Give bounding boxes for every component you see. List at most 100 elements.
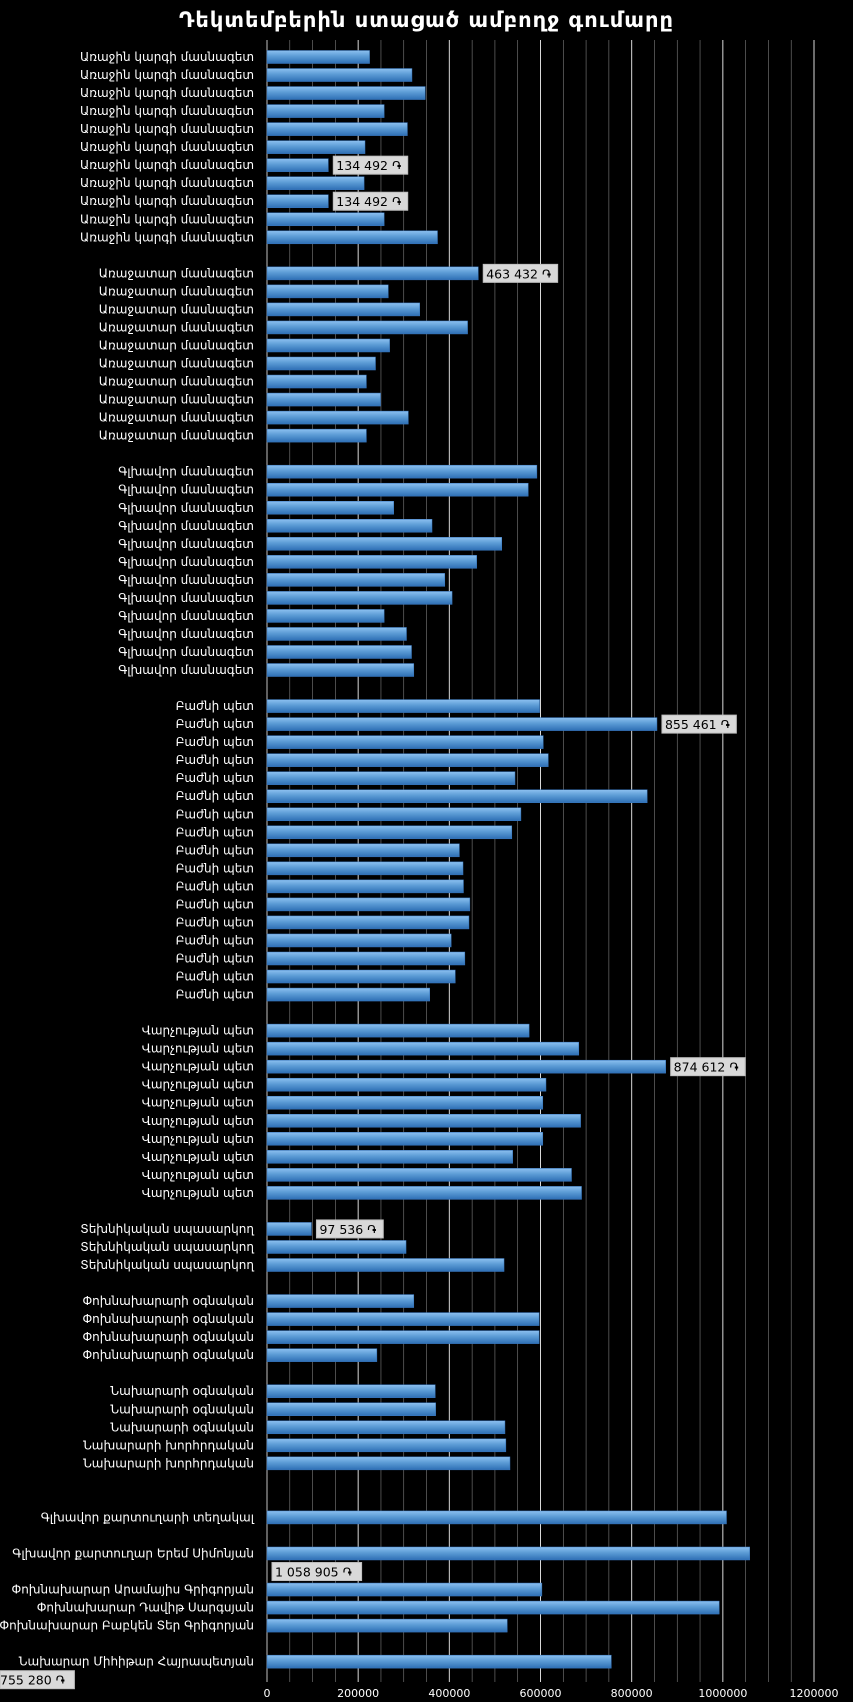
- bar: [266, 1402, 436, 1416]
- bar: [266, 212, 385, 227]
- category-label: Գլխավոր մասնագետ: [118, 645, 254, 659]
- category-label: Առաջին կարգի մասնագետ: [80, 122, 254, 136]
- category-label: Առաջատար մասնագետ: [99, 338, 254, 352]
- category-label: Բաժնի պետ: [176, 843, 254, 857]
- category-label: Առաջատար մասնագետ: [99, 302, 254, 316]
- bar: [266, 1312, 540, 1326]
- category-label: Առաջին կարգի մասնագետ: [80, 86, 254, 100]
- bar: [266, 735, 544, 749]
- bar: [266, 1348, 378, 1362]
- category-label: Գլխավոր մասնագետ: [118, 465, 254, 479]
- bar: [266, 771, 516, 785]
- bar: [266, 104, 385, 118]
- bar: [266, 374, 367, 389]
- category-label: Վարչության պետ: [142, 1060, 254, 1074]
- bar: [266, 987, 430, 1002]
- bar: [266, 1240, 407, 1254]
- category-label: Բաժնի պետ: [176, 699, 254, 713]
- category-label: Գլխավոր մասնագետ: [118, 519, 254, 533]
- x-tick-label: 600000: [520, 1687, 562, 1700]
- bar: [266, 501, 394, 515]
- category-label: Վարչության պետ: [142, 1150, 254, 1164]
- category-label: Առաջատար մասնագետ: [99, 375, 254, 389]
- category-label: Գլխավոր մասնագետ: [118, 573, 254, 587]
- bar: [266, 969, 456, 984]
- data-label: 855 461 ֏: [665, 717, 731, 732]
- bar: [266, 122, 408, 136]
- category-label: Առաջին կարգի մասնագետ: [80, 212, 254, 226]
- bar: [266, 519, 433, 533]
- category-label: Նախարարի օգնական: [110, 1384, 254, 1398]
- bar: [266, 140, 366, 154]
- bar: [266, 1168, 572, 1182]
- bar: [266, 1059, 666, 1074]
- category-label: Բաժնի պետ: [176, 717, 254, 731]
- bar: [266, 573, 446, 587]
- x-tick-label: 1200000: [790, 1687, 839, 1700]
- category-label: Նախարար Միհիթար Հայրապետյան: [19, 1655, 254, 1669]
- bar: [266, 627, 407, 641]
- category-label: Գլխավոր մասնագետ: [118, 501, 254, 515]
- bar: [266, 1114, 581, 1128]
- bar: [266, 1546, 750, 1561]
- category-label: Տեխնիկական սպասարկող: [80, 1222, 254, 1236]
- data-label: 134 492 ֏: [336, 158, 402, 173]
- bar: [266, 194, 329, 208]
- category-label: Վարչության պետ: [142, 1096, 254, 1110]
- data-label: 463 432 ֏: [486, 266, 552, 281]
- bar: [266, 1095, 544, 1110]
- category-label: Առաջատար մասնագետ: [99, 266, 254, 280]
- data-label: 1 058 905 ֏: [275, 1565, 353, 1580]
- category-label: Գլխավոր քարտուղարի տեղակալ: [41, 1510, 255, 1524]
- bar: [266, 663, 415, 677]
- category-label: Փոխնախարար Բաբկեն Տեր Գրիգորյան: [0, 1619, 254, 1633]
- category-label: Տեխնիկական սպասարկող: [80, 1240, 254, 1254]
- category-label: Առաջին կարգի մասնագետ: [80, 104, 254, 118]
- bar: [266, 1582, 543, 1597]
- category-label: Բաժնի պետ: [176, 952, 254, 966]
- bar: [266, 843, 460, 858]
- bar: [266, 897, 471, 912]
- x-tick-label: 400000: [428, 1687, 470, 1700]
- bar: [266, 1510, 727, 1525]
- data-label-box: [482, 263, 559, 283]
- bar: [266, 230, 438, 245]
- bar: [266, 428, 367, 443]
- category-label: Նախարարի օգնական: [110, 1402, 254, 1416]
- bar: [266, 1023, 530, 1038]
- category-label: Գլխավոր մասնագետ: [118, 627, 254, 641]
- bar: [266, 302, 420, 317]
- bar: [266, 1150, 513, 1164]
- bar: [266, 1041, 580, 1056]
- category-label: Առաջին կարգի մասնագետ: [80, 230, 254, 244]
- bar: [266, 356, 376, 371]
- bar: [266, 555, 477, 569]
- category-label: Գլխավոր մասնագետ: [118, 483, 254, 497]
- bar: [266, 645, 412, 659]
- bar: [266, 410, 409, 425]
- bar: [266, 789, 648, 803]
- bar: [266, 1132, 544, 1146]
- bar: [266, 482, 529, 497]
- data-label-box: [271, 1562, 363, 1582]
- category-label: Բաժնի պետ: [176, 771, 254, 785]
- bar: [266, 915, 470, 930]
- data-label-box: [661, 714, 737, 734]
- bar: [266, 1438, 507, 1453]
- category-label: Առաջատար մասնագետ: [99, 411, 254, 425]
- bar: [266, 1600, 720, 1615]
- bar: [266, 879, 464, 894]
- category-label: Վարչության պետ: [142, 1114, 254, 1128]
- category-label: Բաժնի պետ: [176, 753, 254, 767]
- category-label: Վարչության պետ: [142, 1078, 254, 1092]
- category-label: Առաջատար մասնագետ: [99, 357, 254, 371]
- bar: [266, 753, 549, 767]
- category-label: Փոխնախարարի օգնական: [82, 1294, 254, 1308]
- bar: [266, 1222, 312, 1236]
- category-label: Նախարարի խորհրդական: [83, 1456, 254, 1470]
- category-label: Նախարարի խորհրդական: [83, 1438, 254, 1452]
- data-label-box: [315, 1219, 384, 1239]
- bar: [266, 1186, 582, 1200]
- category-label: Գլխավոր մասնագետ: [118, 537, 254, 551]
